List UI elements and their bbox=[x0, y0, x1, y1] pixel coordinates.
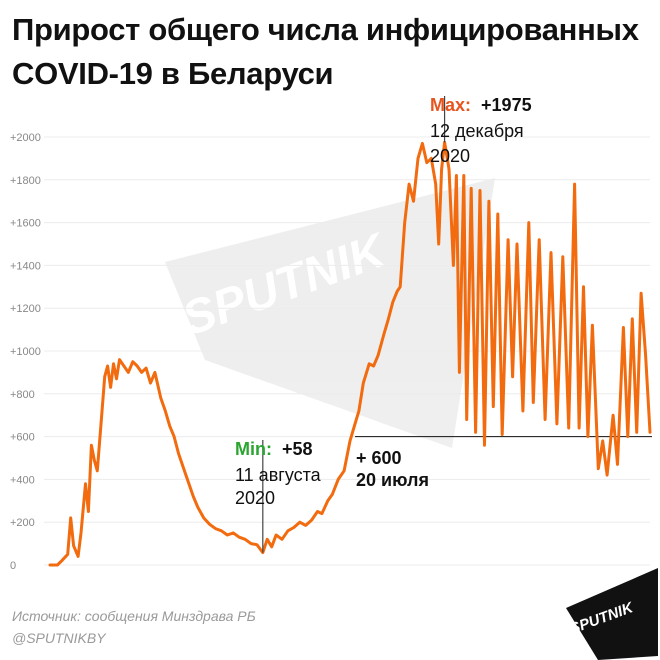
y-tick-label: +1400 bbox=[10, 260, 41, 272]
chart-title: Прирост общего числа инфицированных COVI… bbox=[12, 8, 652, 96]
min-label-prefix: Min: bbox=[235, 439, 272, 459]
chart-title-line1: Прирост общего числа инфицированных bbox=[12, 12, 639, 47]
reference-date: 20 июля bbox=[356, 470, 429, 490]
min-label: Min: +58 bbox=[235, 439, 313, 459]
y-tick-label: +2000 bbox=[10, 132, 41, 144]
watermark-shape bbox=[165, 178, 495, 448]
max-label-prefix: Max: bbox=[430, 95, 471, 115]
y-tick-label: +1600 bbox=[10, 218, 41, 230]
min-date-line1: 11 августа bbox=[235, 465, 322, 485]
max-date-line1: 12 декабря bbox=[430, 121, 524, 141]
y-axis-ticks: 0 +200 +400 +600 +800 +1000 +1200 +1400 +1600 +18… bbox=[10, 132, 41, 572]
y-tick-label: +600 bbox=[10, 432, 35, 444]
y-tick-label: +200 bbox=[10, 517, 35, 529]
source-note: Источник: сообщения Минздрава РБ bbox=[12, 608, 256, 624]
watermark: SPUTNIK bbox=[165, 178, 495, 448]
min-date-line2: 2020 bbox=[235, 488, 275, 508]
gridlines bbox=[44, 136, 650, 566]
sputnik-logo-shape bbox=[566, 568, 658, 660]
y-tick-label: +800 bbox=[10, 389, 35, 401]
sputnik-logo: SPUTNIK bbox=[566, 568, 658, 660]
y-tick-label: +400 bbox=[10, 474, 35, 486]
max-label-value: +1975 bbox=[481, 95, 532, 115]
y-tick-label: +1000 bbox=[10, 346, 41, 358]
social-handle: @SPUTNIKBY bbox=[12, 630, 106, 646]
series-line bbox=[48, 140, 652, 567]
min-label-value: +58 bbox=[282, 439, 313, 459]
max-label: Max: +1975 bbox=[430, 95, 532, 115]
y-tick-label: +1200 bbox=[10, 303, 41, 315]
max-date-line2: 2020 bbox=[430, 146, 470, 166]
y-tick-label: 0 bbox=[10, 560, 16, 572]
y-tick-label: +1800 bbox=[10, 175, 41, 187]
chart-title-line2: COVID-19 в Беларуси bbox=[12, 56, 334, 91]
reference-value: + 600 bbox=[356, 448, 402, 468]
